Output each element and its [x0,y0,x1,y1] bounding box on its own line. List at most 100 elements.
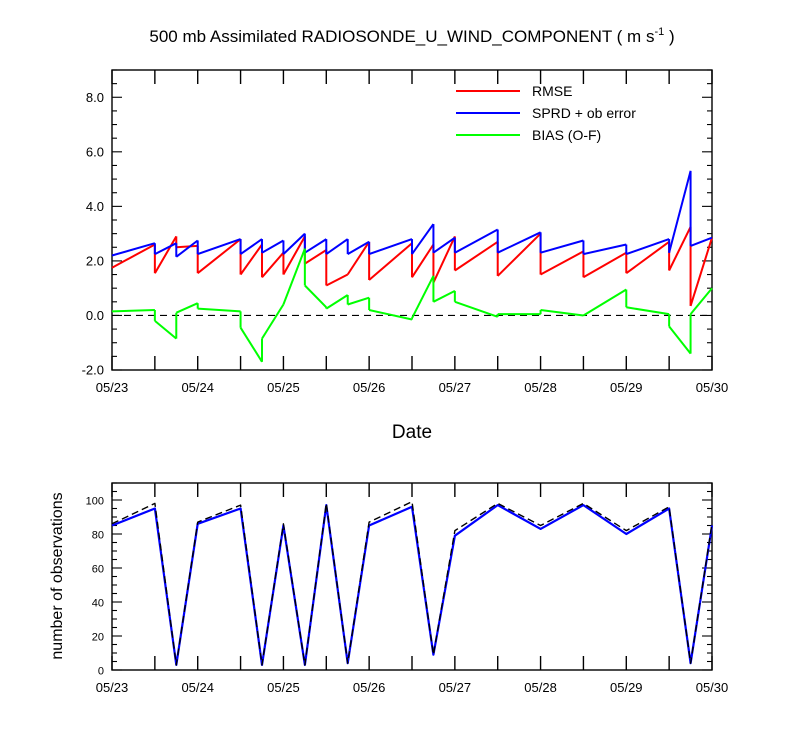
plot-bottom: 05/23 05/24 05/25 05/26 05/27 05/28 05/29 05/30… [86,482,729,695]
series-sprd-ob-error-segment [325,238,349,255]
observation-count-dashed-line [111,501,713,666]
series-sprd-ob-error-segment [175,239,199,258]
series-bias-o-f-segment [154,320,177,340]
chart-title-superscript: -1 [654,26,664,38]
series-sprd-ob-error-segment [625,238,670,256]
series-rmse-segment [454,240,499,272]
series-rmse-segment [261,252,285,278]
series-sprd-ob-error-segment [540,239,584,254]
series-sprd-ob-error-segment [690,236,713,247]
top-y-tick-label: 8.0 [86,90,104,105]
series-rmse-segment [197,238,242,274]
top-x-tick-label: 05/25 [267,380,300,395]
series-sprd-ob-error-segment [583,243,627,256]
series-sprd-ob-error-segment [411,223,435,255]
series-bias-o-f-segment [411,275,435,319]
bottom-y-tick-label: 20 [92,632,104,644]
bottom-y-tick-label: 0 [98,666,104,678]
series-sprd-ob-error-segment [368,238,413,256]
top-x-tick-label: 05/23 [96,380,129,395]
chart-title-suffix: ) [664,27,674,46]
series-rmse-segment [239,243,263,276]
chart-title: 500 mb Assimilated RADIOSONDE_U_WIND_COM… [149,26,674,46]
series-rmse-segment [304,249,327,265]
series-bias-o-f-segment [347,296,370,306]
bottom-y-tick-label: 60 [92,564,104,576]
series-sprd-ob-error-segment [111,242,156,257]
bottom-x-tick-label: 05/27 [439,680,472,695]
legend-label-rmse: RMSE [532,83,572,99]
series-sprd-ob-error-segment [261,239,284,254]
series-rmse-segment [176,244,198,249]
bottom-x-tick-label: 05/25 [267,680,300,695]
series-rmse-segment [668,226,692,271]
series-bias-o-f-segment [325,294,349,310]
top-x-tick-label: 05/24 [181,380,214,395]
series-bias-o-f-segment [261,303,285,340]
top-x-tick-label: 05/27 [439,380,472,395]
series-bias-o-f-segment [368,309,413,321]
series-rmse-segment [154,235,178,274]
observation-count-line [111,504,714,667]
bottom-x-tick-label: 05/29 [610,680,643,695]
top-y-tick-label: -2.0 [82,363,104,378]
bottom-x-tick-label: 05/26 [353,680,386,695]
series-rmse-segment [325,273,349,287]
series-sprd-ob-error-segment [454,228,499,254]
top-x-tick-label: 05/29 [610,380,643,395]
chart-title-main: 500 mb Assimilated RADIOSONDE_U_WIND_COM… [149,27,654,46]
series-bias-o-f-segment [432,290,456,303]
series-bias-o-f-segment [540,309,584,317]
series-bias-o-f-segment [111,309,155,313]
series-bias-o-f-segment [304,284,328,309]
series-bias-o-f-segment [197,307,241,313]
series-rmse-segment [582,251,627,279]
series-rmse-segment [282,235,306,275]
series-sprd-ob-error-segment [282,232,306,255]
series-sprd-ob-error-segment [154,242,177,255]
series-bias-o-f-segment [239,327,263,363]
series-rmse-segment [111,243,156,269]
top-y-tick-label: 2.0 [86,253,104,268]
series-bias-o-f-segment [454,300,499,318]
series-rmse-segment [368,242,413,281]
series-rmse-segment [689,237,713,307]
top-x-tick-label: 05/30 [696,380,729,395]
series-rmse-segment [625,240,670,275]
series-bias-o-f-segment [582,288,627,317]
series-bias-o-f-segment [626,306,670,316]
legend-label-sprd-ob-error: SPRD + ob error [532,105,636,121]
series-rmse-segment [411,243,435,278]
x-axis-label: Date [392,422,432,443]
bottom-x-tick-label: 05/23 [96,680,129,695]
plot-top: 05/23 05/24 05/25 05/26 05/27 05/28 05/29 05/30… [82,69,729,395]
series-rmse-segment [346,241,370,276]
series-bias-o-f-segment [689,287,713,315]
series-sprd-ob-error-segment [668,170,692,253]
series-rmse-segment [540,250,584,276]
series-rmse-segment [432,235,456,284]
bottom-x-tick-label: 05/28 [524,680,557,695]
bottom-y-tick-label: 80 [92,530,104,542]
top-y-tick-label: 0.0 [86,308,104,323]
series-sprd-ob-error-segment [304,238,327,254]
series-sprd-ob-error-segment [497,231,542,254]
series-sprd-ob-error-segment [347,240,370,255]
series-sprd-ob-error-segment [432,236,456,254]
bottom-y-tick-label: 40 [92,598,104,610]
series-sprd-ob-error-segment [197,238,241,256]
series-bias-o-f-segment [175,302,199,314]
top-x-tick-label: 05/26 [353,380,386,395]
top-y-tick-label: 6.0 [86,144,104,159]
bottom-y-tick-label: 100 [86,496,104,508]
series-sprd-ob-error-segment [240,238,263,255]
legend-label-bias-o-f: BIAS (O-F) [532,127,601,143]
series-bias-o-f-segment [668,325,692,355]
series-bias-o-f-segment [282,248,306,305]
bottom-x-tick-label: 05/30 [696,680,729,695]
y-axis-label-observations: number of observations [49,492,66,659]
series-rmse-segment [496,232,542,277]
bottom-x-tick-label: 05/24 [181,680,214,695]
